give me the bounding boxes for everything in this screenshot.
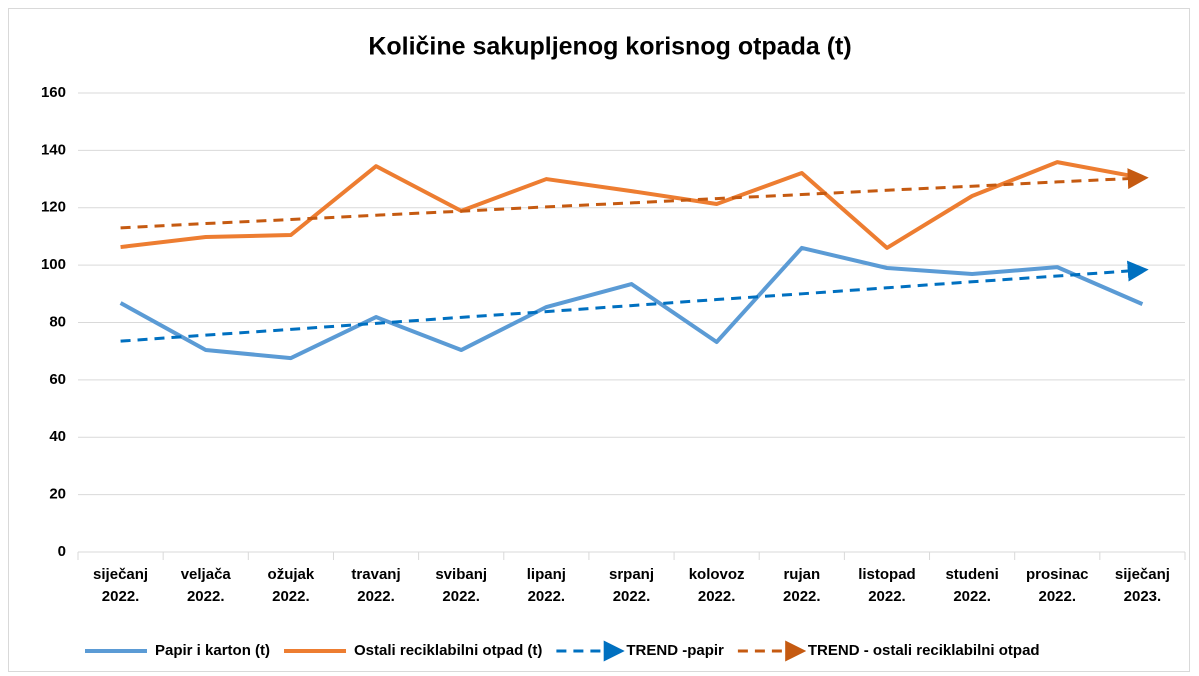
series-line	[120, 260, 1149, 343]
series-line	[120, 160, 1143, 250]
x-tick-label: srpanj 2022.	[609, 566, 654, 605]
y-tick-label: 140	[41, 141, 66, 158]
y-tick-label: 100	[41, 256, 66, 273]
y-tick-label: 120	[41, 199, 66, 216]
x-tick-label: listopad 2022.	[858, 566, 916, 605]
x-tick-label: prosinac 2022.	[1026, 566, 1089, 605]
y-tick-label: 20	[49, 486, 66, 503]
chart-border	[8, 8, 1190, 672]
x-tick-label: kolovoz 2022.	[689, 566, 745, 605]
y-tick-label: 80	[49, 313, 66, 330]
x-tick-label: studeni 2022.	[945, 566, 998, 605]
legend-label: TREND - ostali reciklabilni otpad	[808, 642, 1040, 659]
y-tick-label: 160	[41, 84, 66, 101]
x-tick-label: siječanj 2022.	[93, 566, 148, 605]
y-tick-label: 60	[49, 371, 66, 388]
legend-label: TREND -papir	[626, 642, 724, 659]
legend-label: Ostali reciklabilni otpad (t)	[354, 642, 542, 659]
x-tick-label: travanj 2022.	[351, 566, 400, 605]
x-tick-label: rujan 2022.	[783, 566, 821, 605]
legend: Papir i karton (t) Ostali reciklabilni ot…	[85, 640, 1040, 662]
x-tick-label: veljača 2022.	[181, 566, 232, 605]
y-tick-label: 0	[58, 543, 66, 560]
chart-title: Količine sakupljenog korisnog otpada (t)	[368, 33, 851, 61]
x-tick-label: ožujak 2022.	[268, 566, 315, 605]
x-tick-label: lipanj 2022.	[527, 566, 566, 605]
x-tick-label: siječanj 2023.	[1115, 566, 1170, 605]
series-line	[119, 245, 1144, 361]
series-line	[120, 168, 1149, 230]
legend-label: Papir i karton (t)	[155, 642, 270, 659]
y-tick-label: 40	[49, 428, 66, 445]
x-tick-label: svibanj 2022.	[435, 566, 487, 605]
